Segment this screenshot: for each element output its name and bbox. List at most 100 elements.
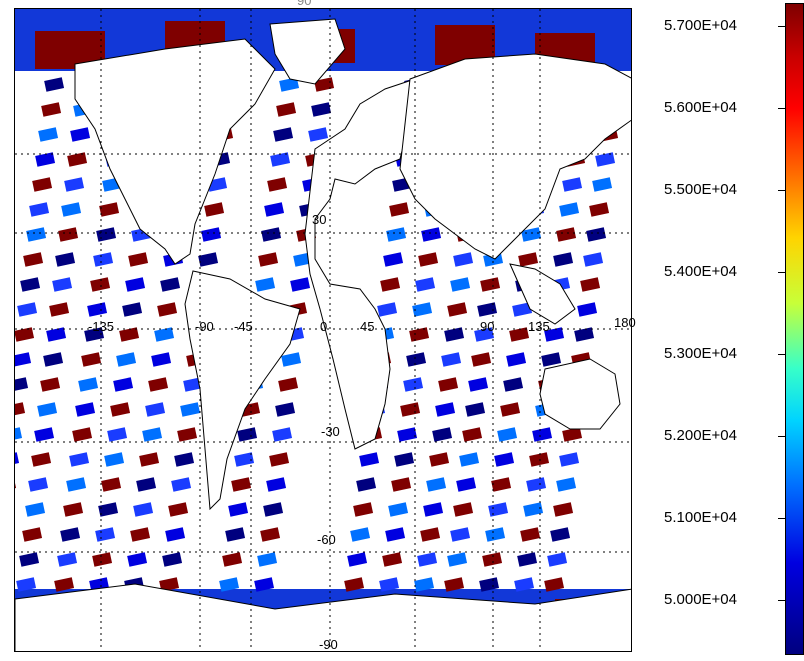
swath-segment: [592, 177, 613, 192]
swath-segment: [559, 452, 580, 467]
swath-segment: [453, 502, 474, 517]
swath-segment: [382, 552, 403, 567]
swath-segment: [418, 252, 439, 267]
colorbar-tick-label: 5.200E+04: [664, 427, 737, 444]
swath-segment: [225, 527, 246, 542]
swath-segment: [49, 302, 70, 317]
swath-segment: [529, 452, 550, 467]
latitude-label: 30: [312, 212, 327, 227]
swath-segment: [254, 577, 275, 592]
swath-segment: [494, 452, 515, 467]
swath-segment: [20, 277, 41, 292]
swath-segment: [142, 427, 163, 442]
swath-segment: [52, 277, 73, 292]
swath-segment: [69, 452, 90, 467]
swath-segment: [15, 402, 26, 417]
longitude-label: -45: [234, 319, 253, 334]
swath-segment: [113, 377, 134, 392]
swath-segment: [139, 452, 160, 467]
swath-segment: [219, 577, 240, 592]
swath-segment: [70, 127, 91, 142]
swath-segment: [64, 177, 85, 192]
swath-segment: [447, 302, 468, 317]
swath-segment: [586, 227, 607, 242]
swath-segment: [491, 477, 512, 492]
swath-segment: [471, 352, 492, 367]
swath-segment: [198, 252, 219, 267]
swath-segment: [453, 252, 474, 267]
swath-segment: [589, 202, 610, 217]
swath-segment: [462, 427, 483, 442]
swath-segment: [54, 577, 75, 592]
swath-segment: [450, 277, 471, 292]
swath-segment: [503, 377, 524, 392]
swath-segment: [311, 102, 332, 117]
swath-segment: [165, 527, 186, 542]
swath-segment: [350, 527, 371, 542]
swath-segment: [15, 427, 23, 442]
swath-segment: [255, 277, 276, 292]
swath-segment: [61, 202, 82, 217]
colorbar-tick-label: 5.500E+04: [664, 181, 737, 198]
swath-segment: [409, 327, 430, 342]
swath-segment: [15, 327, 35, 342]
swath-segment: [201, 227, 222, 242]
swath-segment: [290, 277, 311, 292]
swath-segment: [29, 202, 50, 217]
colorbar-tick-label: 5.400E+04: [664, 263, 737, 280]
swath-segment: [559, 202, 580, 217]
swath-segment: [104, 452, 125, 467]
swath-segment: [562, 427, 583, 442]
swath-segment: [379, 577, 400, 592]
swath-segment: [380, 277, 401, 292]
colorbar-tick-label: 5.100E+04: [664, 509, 737, 526]
graticule: [15, 9, 631, 651]
colorbar: [785, 3, 804, 655]
swath-segment: [550, 527, 571, 542]
swath-segment: [359, 452, 380, 467]
swath-segment: [278, 377, 299, 392]
swath-segment: [95, 527, 116, 542]
swath-segment: [25, 502, 46, 517]
swath-segment: [279, 77, 300, 92]
swath-segment: [78, 377, 99, 392]
australia-outline: [539, 358, 621, 430]
swath-segment: [388, 502, 409, 517]
swath-segment: [260, 527, 281, 542]
swath-segment: [136, 477, 157, 492]
swath-segment: [580, 277, 601, 292]
swath-segment: [526, 477, 547, 492]
swath-segment: [432, 427, 453, 442]
asia-outline: [399, 53, 631, 260]
swath-segment: [231, 477, 252, 492]
swath-segment: [314, 77, 335, 92]
swath-segment: [391, 477, 412, 492]
swath-segment: [506, 352, 527, 367]
swath-segment: [204, 202, 225, 217]
swath-segment: [523, 502, 544, 517]
swath-segment: [517, 552, 538, 567]
swath-segment: [160, 277, 181, 292]
swath-segment: [171, 477, 192, 492]
swath-segment: [532, 427, 553, 442]
longitude-label: -135: [88, 319, 115, 334]
swath-segment: [63, 502, 84, 517]
colorbar-tick-label: 5.600E+04: [664, 99, 737, 116]
swath-segment: [426, 477, 447, 492]
swath-segment: [40, 377, 61, 392]
swath-segment: [159, 577, 180, 592]
swath-segment: [435, 402, 456, 417]
swath-segment: [127, 552, 148, 567]
swath-segment: [84, 327, 105, 342]
south-america-outline: [184, 270, 301, 511]
swath-segment: [417, 552, 438, 567]
north-america-outline: [74, 38, 276, 265]
latitude-label: -60: [317, 532, 336, 547]
swath-segment: [480, 277, 501, 292]
swath-segment: [447, 552, 468, 567]
swath-segment: [541, 352, 562, 367]
swath-segment: [553, 252, 574, 267]
swath-segment: [96, 227, 117, 242]
swath-segment: [66, 477, 87, 492]
swath-segment: [429, 452, 450, 467]
